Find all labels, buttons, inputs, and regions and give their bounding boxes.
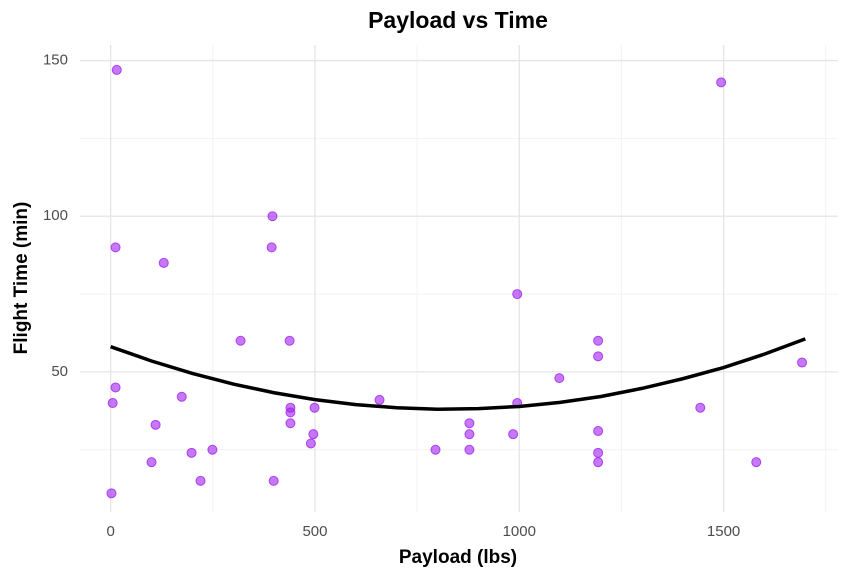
data-point	[512, 289, 523, 300]
data-point	[195, 475, 206, 486]
data-point	[305, 438, 316, 449]
data-point	[107, 398, 118, 409]
data-point	[176, 391, 187, 402]
data-point	[593, 351, 604, 362]
data-point	[593, 457, 604, 468]
data-point	[593, 447, 604, 458]
data-point	[464, 429, 475, 440]
trend-line	[110, 337, 806, 412]
data-point	[508, 429, 519, 440]
y-tick-label: 150	[43, 52, 68, 69]
data-point	[106, 488, 117, 499]
data-point	[464, 418, 475, 429]
data-point	[186, 447, 197, 458]
data-point	[716, 77, 727, 88]
data-point	[309, 402, 320, 413]
data-point	[593, 426, 604, 437]
y-tick-label: 50	[51, 363, 68, 380]
data-point	[554, 373, 565, 384]
x-tick-label: 1000	[503, 523, 536, 540]
x-tick-label: 1500	[707, 523, 740, 540]
data-point	[235, 335, 246, 346]
data-point	[267, 211, 278, 222]
x-axis-label: Payload (lbs)	[399, 547, 517, 568]
data-point	[797, 357, 808, 368]
data-point	[111, 64, 122, 75]
data-point	[150, 419, 161, 430]
data-point	[285, 418, 296, 429]
data-point	[695, 402, 706, 413]
data-point	[308, 429, 319, 440]
x-tick-label: 0	[106, 523, 114, 540]
y-tick-label: 100	[43, 207, 68, 224]
data-point	[110, 242, 121, 253]
data-point	[268, 475, 279, 486]
data-point	[751, 457, 762, 468]
data-point	[207, 444, 218, 455]
chart-title: Payload vs Time	[368, 7, 548, 33]
x-tick-label: 500	[302, 523, 327, 540]
data-point	[464, 444, 475, 455]
data-point	[285, 407, 296, 418]
data-point	[110, 382, 121, 393]
data-point	[158, 257, 169, 268]
data-point	[593, 335, 604, 346]
data-point	[374, 394, 385, 405]
data-point	[284, 335, 295, 346]
y-axis-label: Flight Time (min)	[11, 202, 32, 355]
data-point	[146, 457, 157, 468]
data-point	[430, 444, 441, 455]
data-point	[266, 242, 277, 253]
